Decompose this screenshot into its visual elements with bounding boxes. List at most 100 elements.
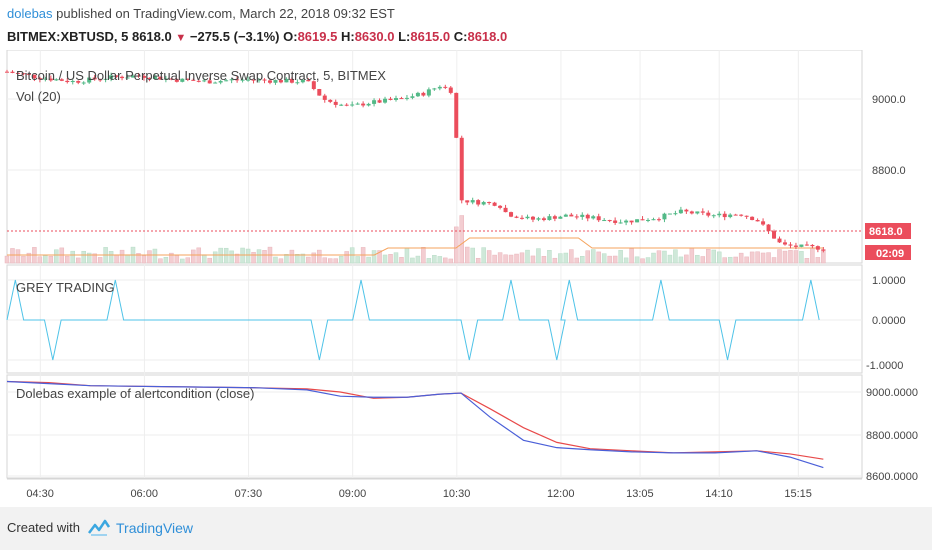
volume-bar: [695, 254, 700, 264]
candle-body: [733, 214, 738, 216]
volume-bar: [234, 253, 240, 264]
candle-body: [32, 74, 37, 79]
chart-header: dolebas published on TradingView.com, Ma…: [0, 0, 932, 50]
candle-body: [246, 79, 251, 81]
volume-bar: [114, 254, 119, 264]
candle-body: [635, 219, 640, 223]
candle-body: [114, 75, 119, 77]
last-price: 8618.0: [131, 29, 172, 44]
created-with-label: Created with: [7, 520, 80, 535]
volume-bar: [273, 256, 278, 264]
candle-body: [98, 79, 103, 81]
high-label: H:: [340, 29, 355, 44]
volume-bar: [382, 254, 388, 264]
candle-body: [667, 213, 672, 215]
candle-body: [300, 79, 305, 83]
author-link[interactable]: dolebas: [7, 6, 53, 21]
candle-body: [388, 98, 393, 100]
candle-body: [706, 212, 711, 216]
volume-bar: [201, 254, 207, 264]
volume-bar: [629, 248, 634, 264]
candle-body: [361, 103, 366, 106]
tradingview-logo-icon[interactable]: [88, 518, 110, 536]
close-label: C:: [453, 29, 468, 44]
volume-bar: [519, 252, 525, 264]
timer-badge: [865, 245, 911, 260]
volume-bar: [623, 257, 629, 264]
grey-trading-pane[interactable]: [6, 264, 863, 374]
candle-body: [788, 244, 793, 246]
volume-bar: [311, 252, 317, 264]
main-axis-label: 9000.0: [872, 94, 906, 106]
volume-bar: [443, 257, 448, 264]
volume-bar: [749, 251, 755, 264]
time-axis-label: 07:30: [235, 488, 263, 500]
candle-body: [180, 78, 185, 82]
alert-axis-label: 8600.0000: [866, 471, 918, 483]
candle-body: [70, 80, 75, 83]
candle-body: [777, 238, 782, 243]
grey-axis-label: -1.0000: [866, 360, 903, 372]
volume-bar: [662, 250, 667, 264]
volume-bar: [536, 248, 541, 264]
candle-body: [26, 73, 31, 75]
candle-body: [240, 79, 245, 81]
volume-bar: [788, 250, 793, 264]
candle-body: [426, 89, 431, 96]
volume-bar: [618, 250, 623, 264]
low-label: L:: [398, 29, 411, 44]
grey-axis-label: 0.0000: [872, 315, 906, 327]
down-arrow-icon: ▼: [175, 32, 187, 44]
candle-body: [443, 86, 448, 88]
volume-bar: [673, 249, 678, 264]
chart-canvas[interactable]: Bitcoin / US Dollar Perpetual Inverse Sw…: [0, 50, 932, 507]
volume-bar: [371, 250, 377, 264]
volume-bar: [212, 251, 218, 264]
candle-body: [591, 216, 596, 219]
candle-body: [602, 220, 607, 222]
price-change: −275.5 (−3.1%): [189, 29, 280, 44]
volume-bar: [75, 257, 81, 264]
candle-body: [311, 81, 316, 90]
candle-body: [37, 78, 42, 80]
volume-bar: [152, 248, 158, 264]
candle-body: [503, 207, 508, 213]
candle-body: [821, 249, 826, 251]
volume-bar: [26, 252, 32, 264]
candle-body: [470, 200, 475, 203]
volume-bar: [218, 247, 223, 264]
candle-body: [76, 80, 81, 83]
candle-body: [766, 224, 771, 232]
volume-bar: [503, 254, 508, 264]
volume-bar: [738, 252, 744, 264]
candle-body: [459, 137, 464, 201]
tradingview-brand-link[interactable]: TradingView: [116, 520, 194, 536]
volume-bar: [815, 257, 821, 264]
volume-bar: [612, 255, 618, 264]
time-axis[interactable]: 04:30 06:00 07:30 09:00 10:30 12:00 13:05 14:10…: [26, 488, 812, 500]
candle-body: [174, 79, 179, 82]
price-badge: [865, 223, 911, 239]
main-axis-label: 8800.0: [872, 165, 906, 177]
symbol-name[interactable]: BITMEX:XBTUSD, 5: [7, 29, 129, 44]
candle-body: [815, 246, 820, 250]
volume-bar: [421, 247, 426, 264]
candle-body: [810, 244, 815, 247]
candle-body: [487, 202, 492, 204]
candle-body: [421, 92, 426, 96]
time-axis-label: 10:30: [443, 488, 471, 500]
volume-bar: [289, 249, 295, 264]
candle-body: [322, 95, 327, 100]
candle-body: [147, 77, 152, 79]
volume-bar: [437, 256, 443, 264]
volume-bar: [306, 256, 311, 264]
candle-body: [278, 80, 283, 83]
candle-body: [618, 222, 623, 224]
volume-bar: [574, 257, 580, 264]
time-axis-label: 14:10: [705, 488, 733, 500]
candle-body: [481, 202, 486, 205]
volume-bar: [667, 254, 673, 264]
candle-body: [689, 211, 694, 214]
volume-bar: [70, 250, 75, 264]
candle-body: [404, 97, 409, 99]
